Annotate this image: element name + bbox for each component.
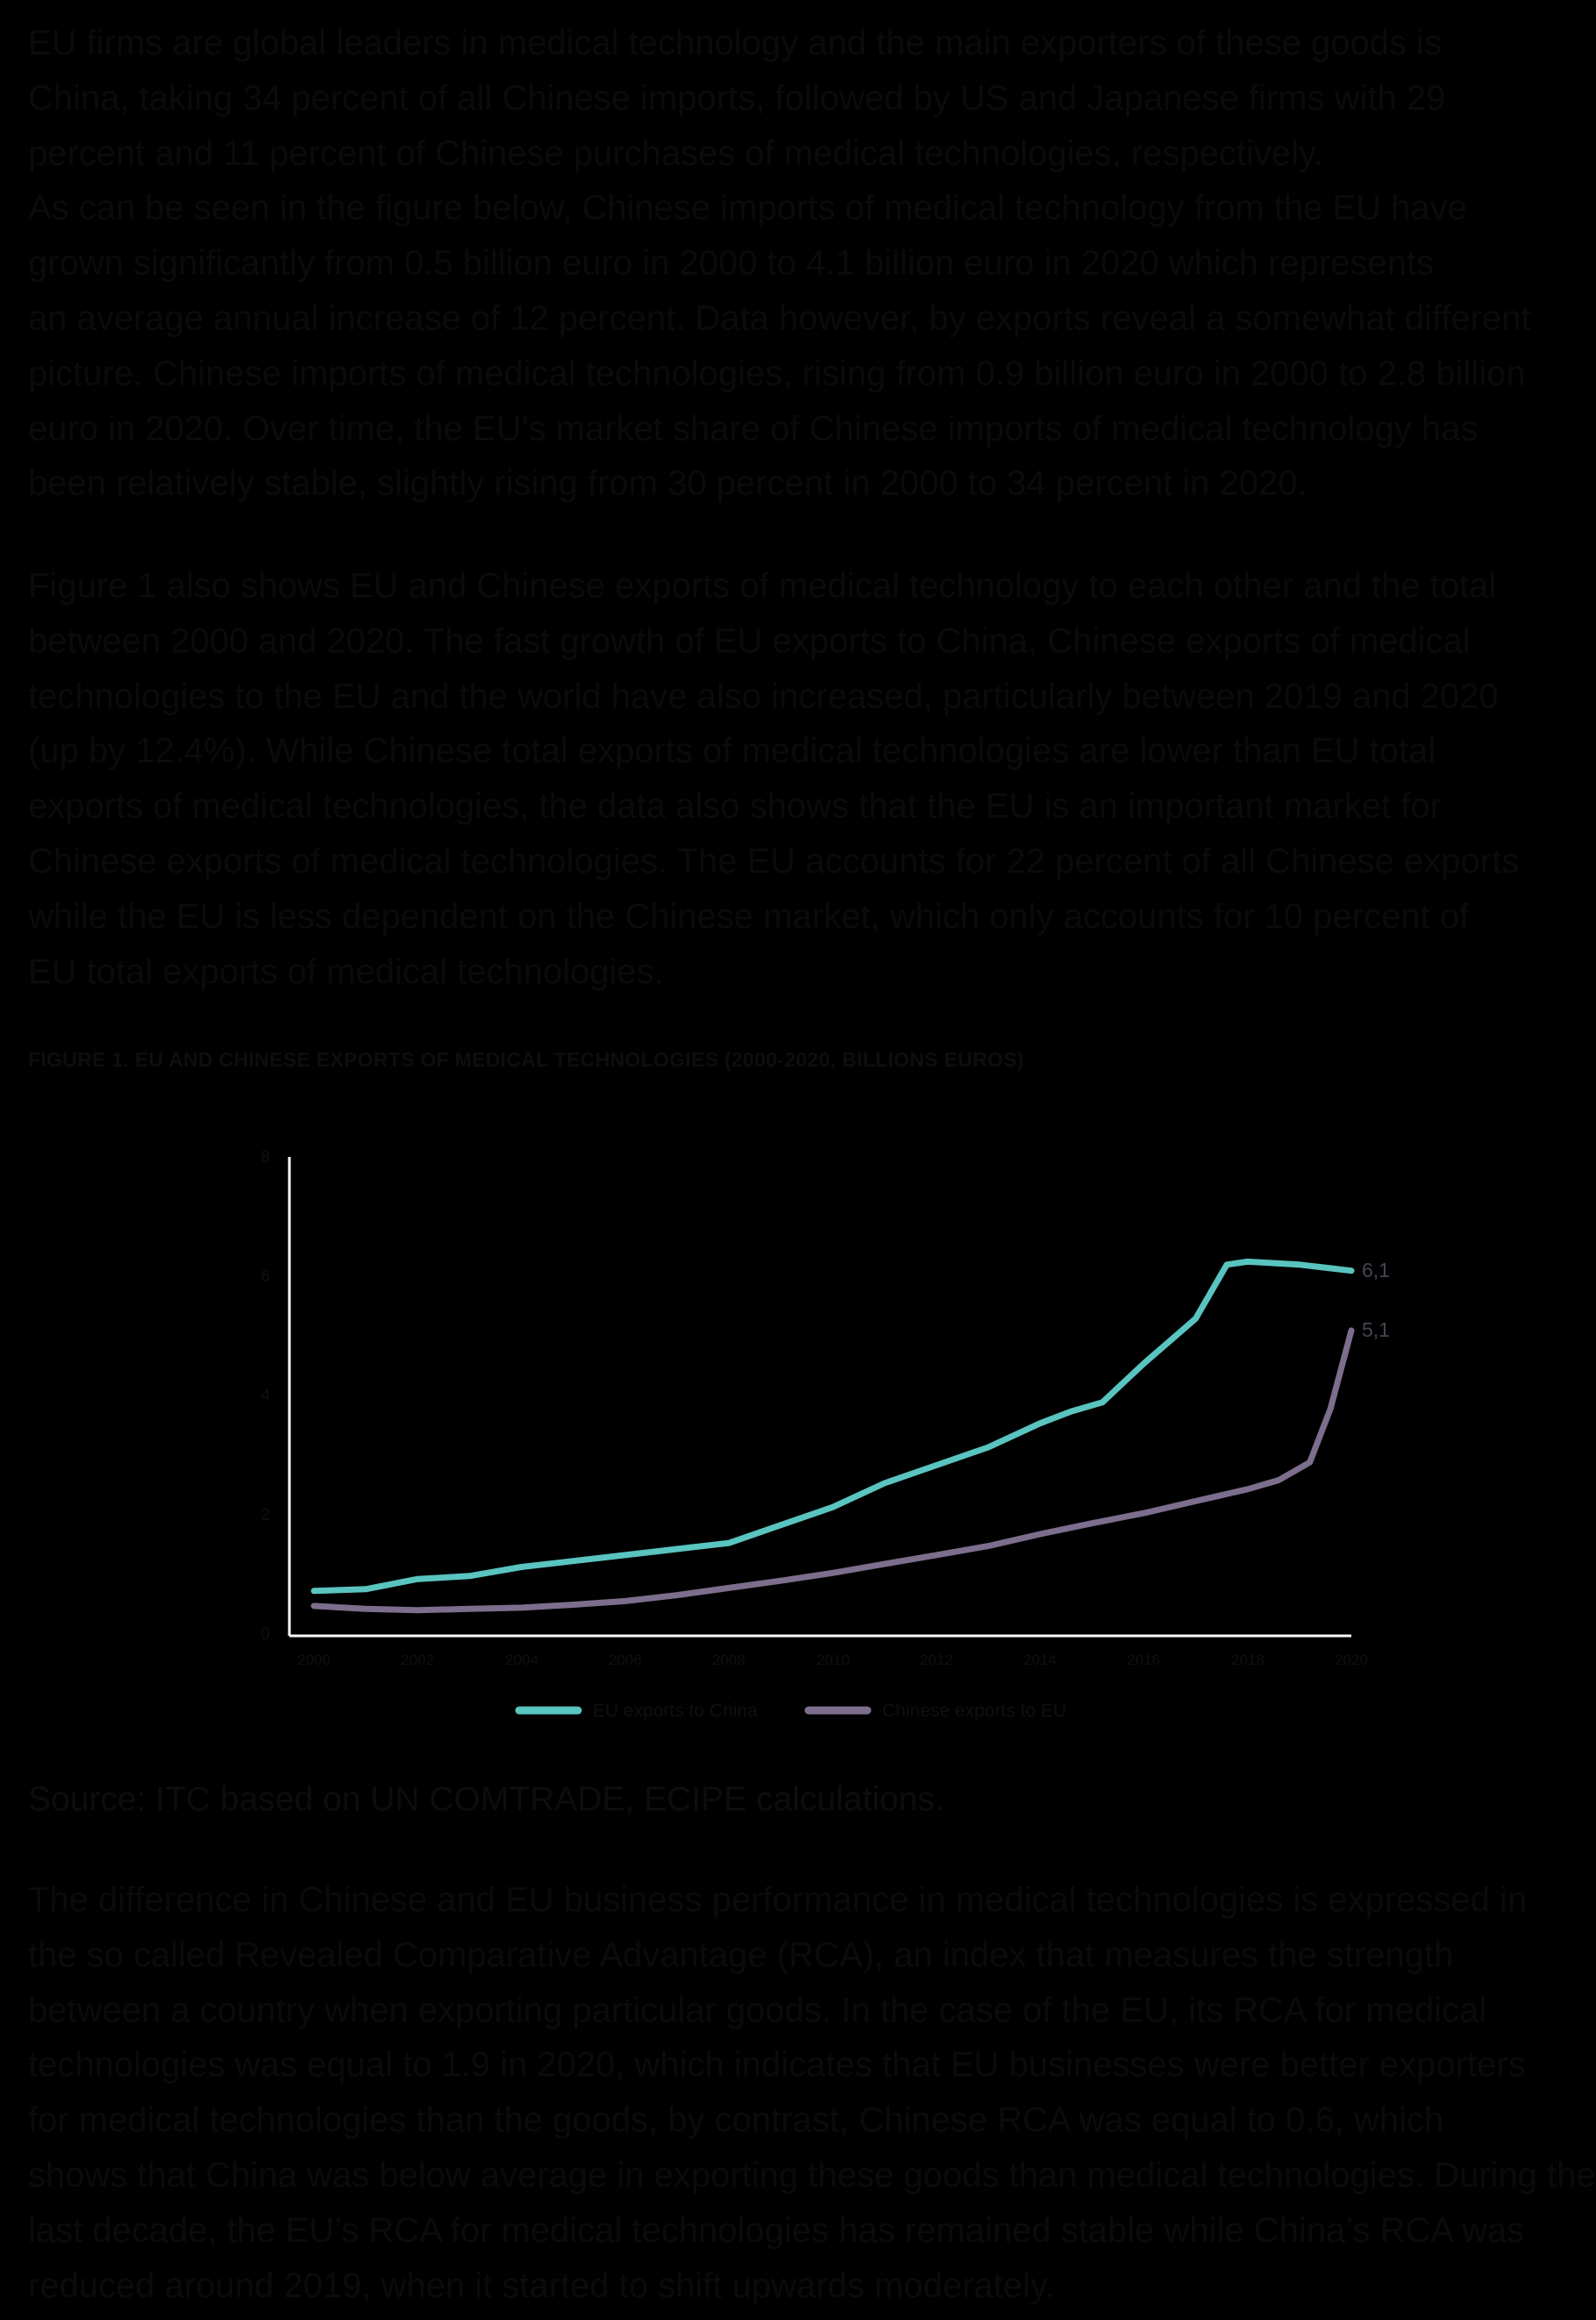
svg-text:2: 2 <box>260 1506 270 1524</box>
svg-text:2018: 2018 <box>1231 1652 1265 1668</box>
svg-text:5,1: 5,1 <box>1362 1318 1390 1341</box>
svg-text:Chinese exports to EU: Chinese exports to EU <box>882 1701 1066 1721</box>
svg-text:2014: 2014 <box>1023 1652 1057 1668</box>
svg-text:EU exports to China: EU exports to China <box>593 1701 758 1721</box>
svg-text:8: 8 <box>260 1148 270 1167</box>
svg-text:2002: 2002 <box>401 1652 434 1668</box>
svg-text:2006: 2006 <box>609 1652 642 1668</box>
svg-text:2012: 2012 <box>920 1652 953 1668</box>
svg-text:2020: 2020 <box>1335 1652 1368 1668</box>
svg-text:2008: 2008 <box>712 1652 745 1668</box>
svg-text:4: 4 <box>260 1387 270 1405</box>
svg-text:2016: 2016 <box>1127 1652 1160 1668</box>
svg-text:2000: 2000 <box>297 1652 331 1668</box>
svg-text:2010: 2010 <box>816 1652 850 1668</box>
svg-text:6,1: 6,1 <box>1362 1259 1390 1281</box>
svg-text:0: 0 <box>260 1625 270 1644</box>
svg-text:6: 6 <box>260 1267 270 1286</box>
svg-text:2004: 2004 <box>505 1652 538 1668</box>
